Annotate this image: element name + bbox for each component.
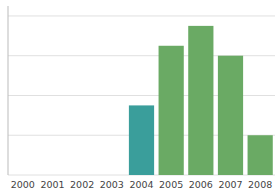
x-tick-label: 2002	[70, 179, 94, 190]
x-tick-label: 2001	[40, 179, 64, 190]
chart-svg: 2000 2001 2002 2003 2004 2005 2006 2007 2008	[0, 0, 280, 195]
x-tick-label: 2005	[159, 179, 183, 190]
bar	[70, 175, 95, 176]
bar	[188, 26, 213, 175]
grid-line	[8, 15, 275, 16]
bar	[99, 175, 124, 176]
bar	[159, 46, 184, 175]
bars	[129, 26, 273, 175]
chart-container: 2000 2001 2002 2003 2004 2005 2006 2007 2008	[0, 0, 280, 195]
x-tick-label: 2006	[189, 179, 213, 190]
x-tick-label: 2007	[218, 179, 242, 190]
x-tick-label: 2003	[100, 179, 124, 190]
x-tick-label: 2008	[248, 179, 272, 190]
y-axis-line	[8, 6, 9, 175]
bar	[218, 56, 243, 175]
x-tick-label: 2004	[129, 179, 153, 190]
bar	[248, 135, 273, 175]
bar	[40, 175, 65, 176]
x-tick-label: 2000	[11, 179, 35, 190]
bar	[129, 105, 154, 175]
grid	[8, 16, 275, 175]
bar	[10, 175, 35, 176]
